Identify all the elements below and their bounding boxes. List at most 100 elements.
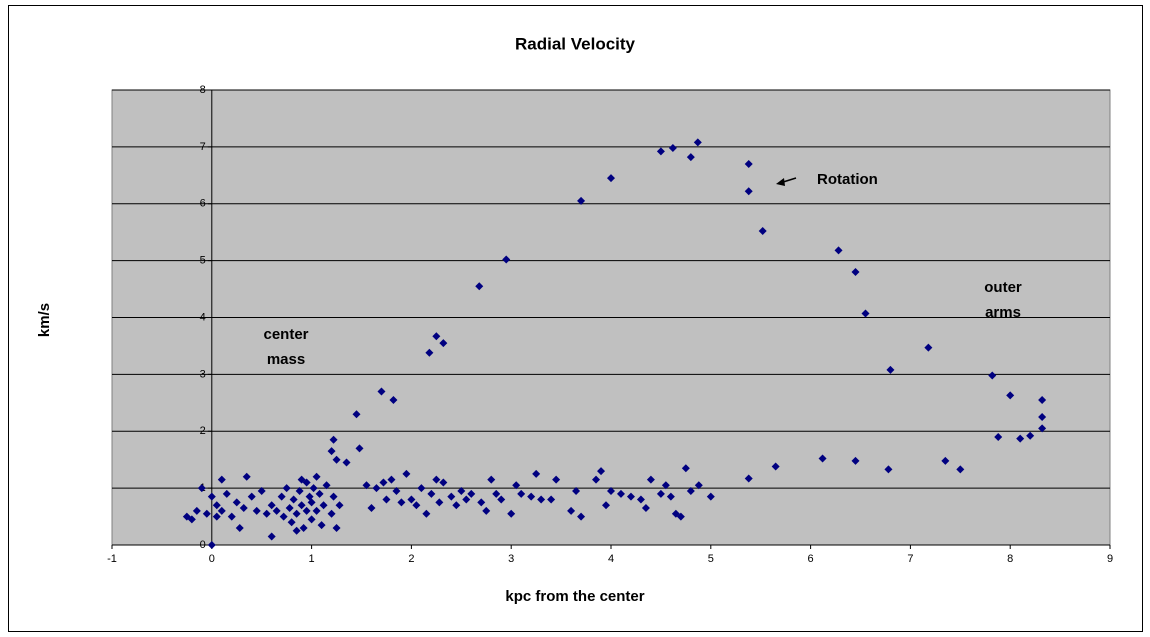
- point: [1016, 434, 1025, 443]
- point: [577, 512, 586, 521]
- point: [502, 255, 511, 264]
- point: [389, 395, 398, 404]
- point: [247, 492, 256, 501]
- point: [282, 484, 291, 493]
- point: [379, 478, 388, 487]
- point: [312, 506, 321, 515]
- point: [402, 469, 411, 478]
- point: [686, 153, 695, 162]
- point: [267, 532, 276, 541]
- point: [924, 343, 933, 352]
- point: [694, 481, 703, 490]
- point: [317, 521, 326, 530]
- point: [547, 495, 556, 504]
- y-tick-label: 5: [200, 255, 206, 267]
- y-tick-label: 7: [200, 141, 206, 153]
- point: [297, 501, 306, 510]
- point: [636, 495, 645, 504]
- point: [335, 501, 344, 510]
- point: [222, 489, 231, 498]
- point: [941, 456, 950, 465]
- point: [616, 489, 625, 498]
- point: [676, 512, 685, 521]
- point: [322, 481, 331, 490]
- point: [607, 486, 615, 495]
- point: [307, 498, 316, 507]
- point: [279, 512, 288, 521]
- point: [572, 486, 581, 495]
- point: [377, 387, 386, 396]
- x-tick-label: 7: [907, 553, 913, 565]
- point: [646, 475, 655, 484]
- point: [1038, 424, 1047, 433]
- point: [367, 504, 376, 513]
- annotation: outer: [984, 279, 1022, 296]
- chart-title: Radial Velocity: [515, 34, 636, 53]
- point: [207, 541, 216, 549]
- point: [602, 501, 611, 510]
- y-axis-label: km/s: [36, 303, 53, 337]
- point: [577, 196, 586, 205]
- y-tick-label: 2: [200, 425, 206, 437]
- point: [706, 492, 715, 501]
- point: [477, 498, 486, 507]
- point: [295, 486, 304, 495]
- point: [1038, 413, 1047, 422]
- point: [861, 309, 870, 318]
- point: [309, 484, 318, 493]
- point: [492, 489, 501, 498]
- point: [758, 227, 767, 236]
- point: [217, 506, 226, 515]
- point: [287, 518, 296, 527]
- x-tick-label: 6: [808, 553, 814, 565]
- point: [212, 501, 221, 510]
- point: [592, 475, 601, 484]
- point: [447, 492, 456, 501]
- point: [422, 509, 431, 518]
- x-tick-label: -1: [107, 553, 117, 565]
- point: [487, 475, 496, 484]
- annotation: arms: [985, 304, 1021, 321]
- point: [242, 472, 251, 481]
- point: [467, 489, 476, 498]
- point: [517, 489, 526, 498]
- x-tick-label: 5: [708, 553, 714, 565]
- point: [1038, 395, 1047, 404]
- point: [257, 486, 266, 495]
- x-tick-label: 3: [508, 553, 514, 565]
- point: [262, 509, 271, 518]
- point: [744, 187, 753, 196]
- points: [182, 138, 1047, 549]
- y-tick-label: 6: [200, 198, 206, 210]
- point: [744, 159, 753, 168]
- point: [329, 492, 338, 501]
- point: [407, 495, 416, 504]
- point: [267, 501, 276, 510]
- point: [884, 465, 893, 474]
- point: [956, 465, 965, 474]
- point: [197, 484, 206, 493]
- annotation: Rotation: [817, 171, 878, 188]
- point: [187, 515, 196, 524]
- point: [661, 481, 670, 490]
- point: [332, 523, 341, 532]
- point: [1006, 391, 1015, 400]
- point: [372, 484, 381, 493]
- point: [289, 495, 298, 504]
- point: [641, 504, 650, 513]
- point: [851, 268, 860, 276]
- point: [994, 432, 1003, 441]
- point: [417, 484, 426, 493]
- point: [656, 147, 665, 156]
- point: [307, 515, 316, 524]
- point: [527, 492, 536, 501]
- point: [292, 526, 301, 535]
- point: [327, 447, 336, 456]
- point: [299, 523, 308, 532]
- point: [818, 454, 827, 463]
- point: [312, 472, 321, 481]
- point: [315, 489, 324, 498]
- annotation: center: [263, 326, 308, 343]
- x-tick-label: 2: [408, 553, 414, 565]
